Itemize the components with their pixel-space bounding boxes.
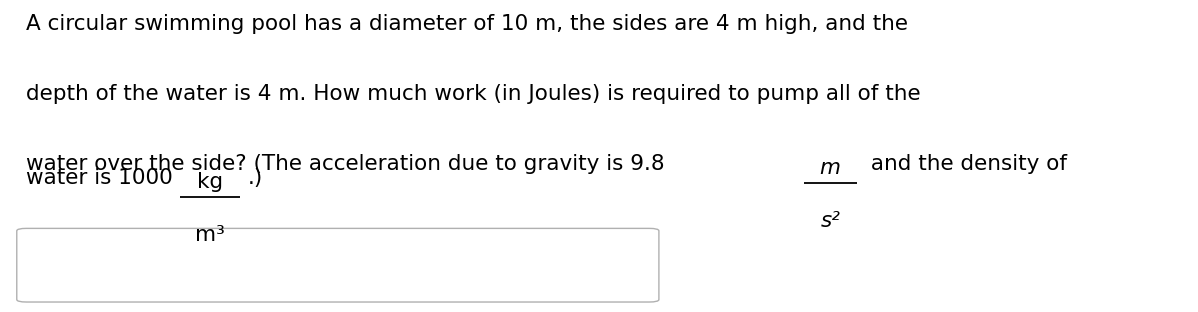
Text: s²: s²: [821, 211, 840, 231]
Text: m: m: [819, 158, 841, 178]
Text: .): .): [248, 168, 264, 188]
Text: A circular swimming pool has a diameter of 10 m, the sides are 4 m high, and the: A circular swimming pool has a diameter …: [26, 14, 908, 34]
FancyBboxPatch shape: [17, 228, 659, 302]
Text: water is 1000: water is 1000: [26, 168, 180, 188]
Text: water over the side? (The acceleration due to gravity is 9.8: water over the side? (The acceleration d…: [26, 154, 672, 174]
Text: m³: m³: [195, 225, 224, 245]
Text: kg: kg: [196, 172, 223, 192]
Text: and the density of: and the density of: [864, 154, 1066, 174]
Text: depth of the water is 4 m. How much work (in Joules) is required to pump all of : depth of the water is 4 m. How much work…: [26, 84, 921, 104]
